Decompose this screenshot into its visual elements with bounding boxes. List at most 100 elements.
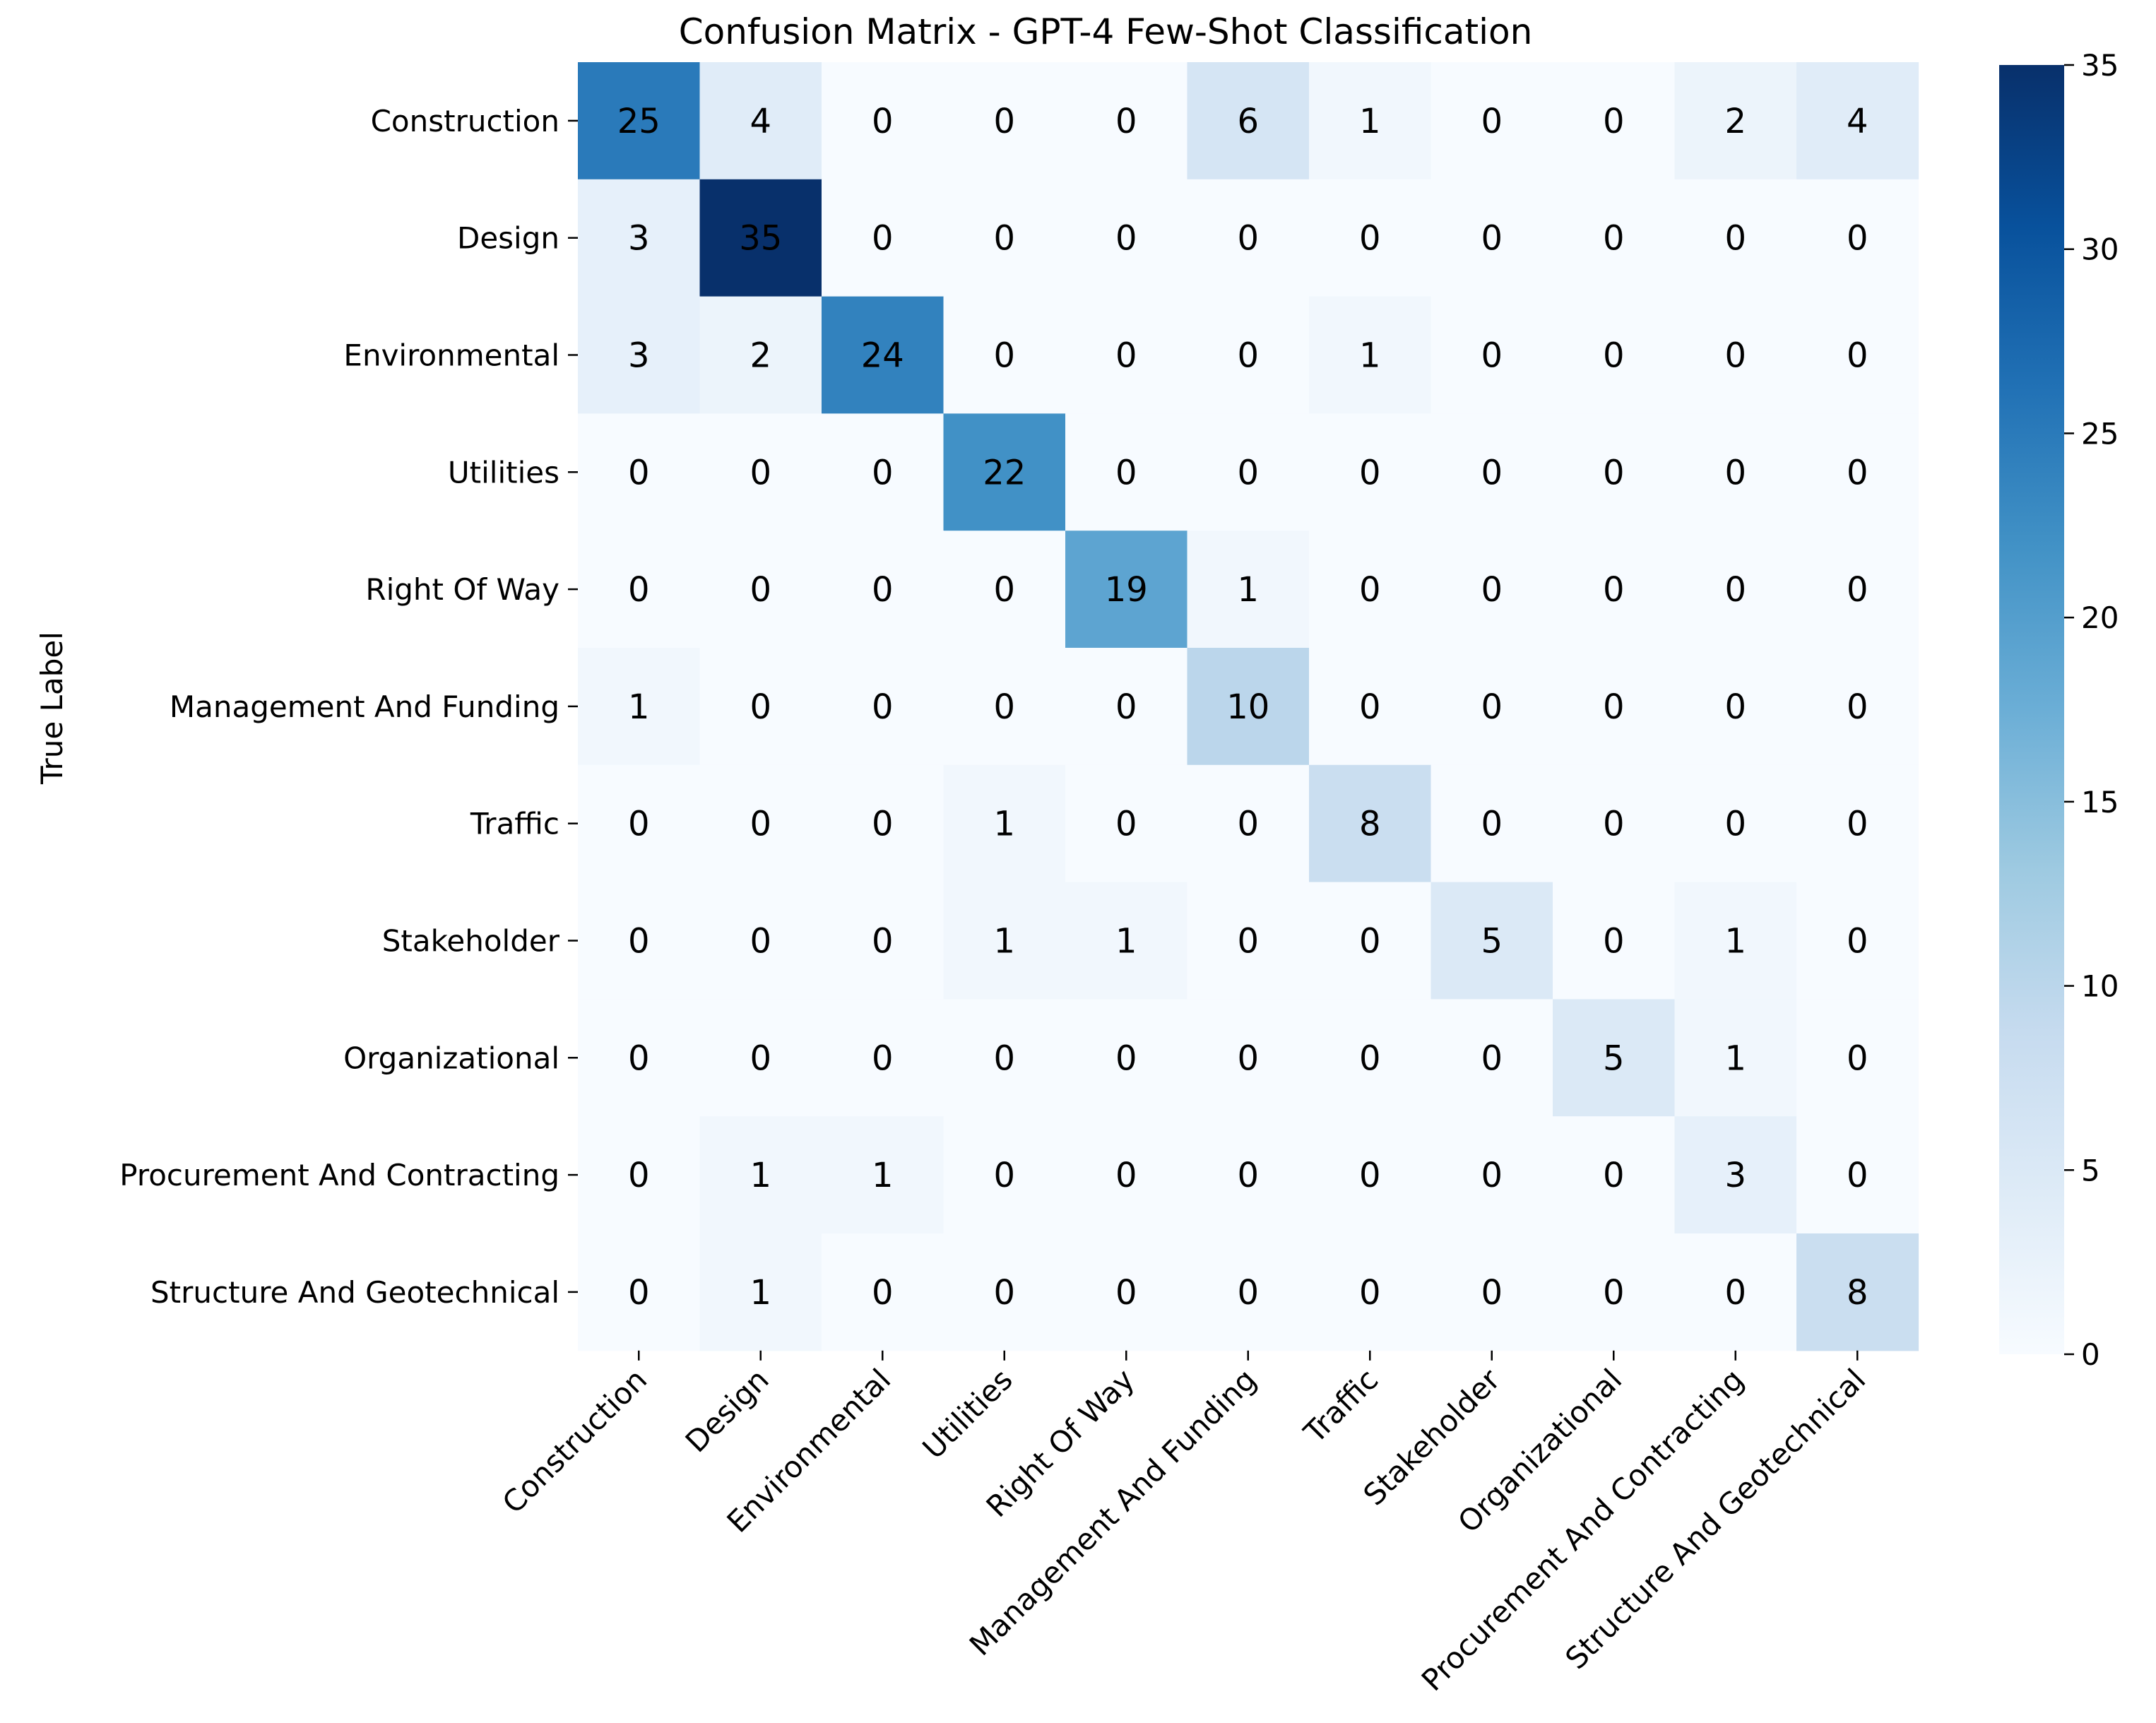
- heatmap-cell: [699, 999, 822, 1117]
- heatmap-cell: [1796, 999, 1919, 1117]
- heatmap-cell: [578, 413, 701, 531]
- heatmap-cell: [1187, 413, 1310, 531]
- cell-value-label: 0: [1603, 805, 1625, 844]
- y-tick-label: Environmental: [343, 338, 559, 373]
- heatmap-cell: [1796, 648, 1919, 766]
- heatmap-cell: [699, 764, 822, 883]
- cell-value-label: 8: [1847, 1273, 1868, 1313]
- cell-value-label: 0: [1724, 805, 1746, 844]
- heatmap-cell: [822, 764, 944, 883]
- cell-value-label: 1: [1724, 1038, 1746, 1078]
- cell-value-label: 0: [872, 453, 894, 492]
- heatmap-cell: [1674, 296, 1797, 414]
- cell-value-label: 0: [993, 1273, 1015, 1313]
- cell-value-label: 4: [750, 102, 771, 141]
- cell-value-label: 0: [1237, 1156, 1259, 1195]
- cell-value-label: 1: [750, 1156, 771, 1195]
- cell-value-label: 2: [750, 336, 771, 376]
- cell-value-label: 0: [993, 1038, 1015, 1078]
- cell-value-label: 3: [628, 219, 650, 259]
- heatmap-cell: [943, 531, 1066, 649]
- heatmap-cell: [1187, 648, 1310, 766]
- cell-value-label: 0: [1847, 687, 1868, 727]
- heatmap-cell: [1309, 764, 1432, 883]
- cell-value-label: 10: [1226, 687, 1269, 727]
- cell-value-label: 0: [1603, 102, 1625, 141]
- cell-value-label: 0: [628, 453, 650, 492]
- heatmap-cell: [699, 62, 822, 180]
- cell-value-label: 0: [1237, 1038, 1259, 1078]
- cell-value-label: 0: [750, 453, 771, 492]
- heatmap-cell: [1187, 882, 1310, 1000]
- cell-value-label: 0: [1724, 453, 1746, 492]
- heatmap-cell: [1553, 62, 1676, 180]
- y-tick-label: Management And Funding: [170, 689, 559, 724]
- heatmap-cell: [1796, 1233, 1919, 1351]
- heatmap-cell: [1309, 531, 1432, 649]
- cell-value-label: 1: [1724, 922, 1746, 961]
- cell-value-label: 5: [1481, 922, 1503, 961]
- cell-value-label: 25: [617, 102, 661, 141]
- cell-value-label: 0: [628, 805, 650, 844]
- heatmap-cell: [1674, 764, 1797, 883]
- cell-value-label: 0: [1847, 570, 1868, 610]
- cell-value-label: 0: [628, 1038, 650, 1078]
- heatmap-cell: [1187, 296, 1310, 414]
- cell-value-label: 1: [1359, 336, 1381, 376]
- cell-value-label: 0: [1481, 102, 1503, 141]
- heatmap-cell: [1796, 413, 1919, 531]
- heatmap-cell: [699, 1233, 822, 1351]
- y-tick-label: Traffic: [470, 807, 559, 841]
- heatmap-cell: [1553, 999, 1676, 1117]
- colorbar-tick-label: 15: [2081, 785, 2119, 819]
- colorbar-tick-label: 10: [2081, 969, 2119, 1004]
- colorbar-tick-label: 35: [2081, 48, 2119, 83]
- cell-value-label: 0: [750, 1038, 771, 1078]
- heatmap-cell: [1309, 62, 1432, 180]
- cell-value-label: 0: [872, 922, 894, 961]
- heatmap-cell: [943, 882, 1066, 1000]
- y-tick-label: Structure And Geotechnical: [150, 1275, 559, 1310]
- heatmap-cell: [1309, 999, 1432, 1117]
- heatmap-cell: [1553, 179, 1676, 297]
- cell-value-label: 8: [1359, 805, 1381, 844]
- cell-value-label: 1: [1237, 570, 1259, 610]
- heatmap-cell: [822, 882, 944, 1000]
- cell-value-label: 2: [1724, 102, 1746, 141]
- cell-value-label: 3: [1724, 1156, 1746, 1195]
- heatmap-cell: [1065, 882, 1188, 1000]
- cell-value-label: 0: [1481, 219, 1503, 259]
- heatmap-cell: [578, 531, 701, 649]
- y-axis-label: True Label: [35, 632, 69, 785]
- cell-value-label: 0: [1237, 453, 1259, 492]
- heatmap-cell: [1674, 1116, 1797, 1234]
- y-tick-label: Construction: [371, 104, 559, 138]
- cell-value-label: 0: [1481, 1156, 1503, 1195]
- heatmap-cell: [943, 62, 1066, 180]
- heatmap-cell: [1431, 1116, 1553, 1234]
- heatmap-cell: [1431, 1233, 1553, 1351]
- cell-value-label: 0: [872, 570, 894, 610]
- cell-value-label: 1: [628, 687, 650, 727]
- heatmap-cell: [822, 413, 944, 531]
- cell-value-label: 0: [1359, 1156, 1381, 1195]
- cell-value-label: 0: [1237, 219, 1259, 259]
- cell-value-label: 0: [1115, 687, 1137, 727]
- heatmap-cell: [578, 1116, 701, 1234]
- heatmap-cell: [1674, 999, 1797, 1117]
- heatmap-cell: [943, 179, 1066, 297]
- cell-value-label: 0: [1237, 922, 1259, 961]
- cell-value-label: 0: [628, 570, 650, 610]
- heatmap-cells: 25 4 0 0 0 6 1 0 0 2 43 35 0 0 0 0 0 0 0 0 03 2 24 0 0 0 1 0 0 0 00 0 0 2…: [578, 62, 1919, 1351]
- heatmap-cell: [1431, 764, 1553, 883]
- cell-value-label: 0: [1724, 570, 1746, 610]
- heatmap-cell: [1065, 1116, 1188, 1234]
- cell-value-label: 0: [1481, 687, 1503, 727]
- colorbar-tick-label: 5: [2081, 1153, 2100, 1188]
- cell-value-label: 0: [1359, 570, 1381, 610]
- heatmap-cell: [578, 296, 701, 414]
- heatmap-cell: [943, 1116, 1066, 1234]
- cell-value-label: 35: [739, 219, 782, 259]
- colorbar: 0 5 10 15 20 25 30 35: [1999, 48, 2119, 1372]
- colorbar-tick-label: 25: [2081, 416, 2119, 451]
